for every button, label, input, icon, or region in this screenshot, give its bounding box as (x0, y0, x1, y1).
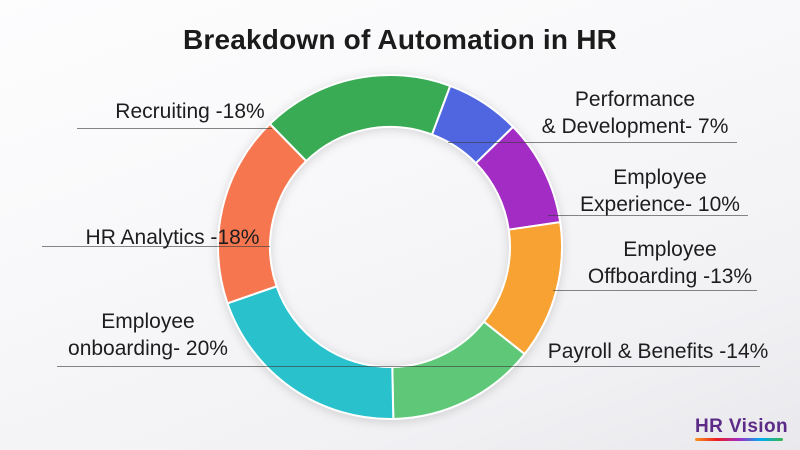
callout-recruiting-label: Recruiting -18% (115, 100, 265, 123)
callout-payroll-label: Payroll & Benefits -14% (547, 340, 769, 363)
callout-payroll-benefits: Payroll & Benefits -14% (538, 338, 778, 365)
chart-title: Breakdown of Automation in HR (182, 24, 618, 55)
callout-onboarding-line2: onboarding- 20% (68, 337, 228, 360)
logo: HR Vision (695, 416, 788, 441)
callout-onboarding-line1: Employee (101, 310, 195, 333)
callout-performance-line1: Performance (574, 88, 696, 111)
callout-performance-development: Performance & Development- 7% (515, 86, 755, 140)
leader-line-onboarding-payroll (57, 366, 760, 367)
leader-line-employee-experience (548, 215, 748, 216)
callout-employee-experience: Employee Experience- 10% (540, 164, 780, 218)
callout-analytics-label: HR Analytics -18% (85, 226, 260, 249)
callout-performance-line2: & Development- 7% (541, 115, 729, 138)
logo-text: HR Vision (695, 416, 788, 437)
callout-offboarding-line2: Offboarding -13% (587, 265, 753, 288)
leader-line-employee-offboarding (553, 290, 757, 291)
leader-line-hr-analytics (42, 246, 270, 247)
callout-experience-line1: Employee (613, 166, 707, 189)
donut-segment-hr-analytics[interactable] (217, 122, 308, 305)
logo-underline (695, 438, 783, 441)
callout-recruiting: Recruiting -18% (40, 98, 340, 125)
leader-line-recruiting (77, 128, 272, 129)
callout-hr-analytics: HR Analytics -18% (25, 224, 320, 251)
callout-employee-offboarding: Employee Offboarding -13% (550, 236, 790, 290)
callout-employee-onboarding: Employee onboarding- 20% (28, 308, 268, 362)
callout-experience-line2: Experience- 10% (580, 193, 740, 216)
leader-line-performance-development (448, 142, 737, 143)
callout-offboarding-line1: Employee (623, 238, 717, 261)
